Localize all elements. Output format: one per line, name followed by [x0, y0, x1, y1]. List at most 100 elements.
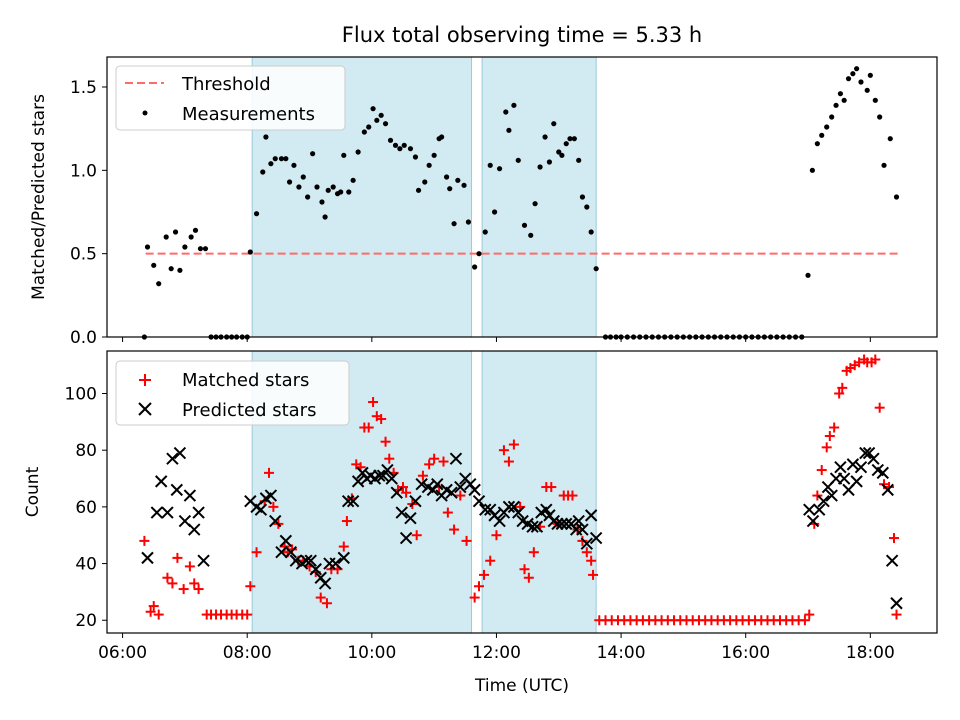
matched-star-point — [816, 465, 827, 476]
measurement-point — [415, 187, 422, 193]
predicted-star-point — [431, 477, 444, 491]
measurement-point — [278, 156, 285, 162]
predicted-star-point — [385, 472, 398, 485]
measurement-point — [881, 162, 887, 168]
measurement-point — [286, 179, 293, 185]
predicted-star-point — [166, 452, 179, 465]
measurement-point — [593, 266, 599, 272]
measurement-point — [563, 141, 569, 147]
measurement-point — [887, 136, 893, 142]
measurement-point — [172, 229, 179, 235]
matched-star-point — [184, 561, 195, 572]
predicted-star-point — [806, 514, 820, 528]
matched-star-point — [581, 547, 592, 558]
measurement-point — [338, 189, 344, 195]
y-tick-label: 60 — [75, 498, 97, 518]
x-tick-label: 12:00 — [472, 643, 521, 663]
matched-star-point — [588, 569, 599, 580]
predicted-star-point — [192, 506, 205, 519]
y-tick-label: 20 — [75, 611, 97, 631]
top-legend: Threshold Measurements — [115, 65, 346, 131]
measurement-point — [503, 109, 509, 115]
predicted-star-point — [269, 514, 282, 528]
measurement-point — [877, 114, 883, 120]
predicted-star-point — [197, 554, 210, 567]
matched-star-point — [478, 569, 489, 580]
predicted-star-point — [161, 506, 174, 519]
predicted-star-point — [825, 489, 838, 502]
predicted-star-point — [512, 506, 525, 519]
measurement-point — [426, 162, 432, 168]
measurement-point — [422, 179, 428, 185]
measurement-point — [151, 262, 157, 268]
predicted-legend-swatch — [138, 402, 152, 416]
predicted-star-point — [493, 514, 506, 528]
measurement-point — [511, 102, 517, 108]
measurement-point — [378, 112, 384, 118]
measurement-point — [579, 194, 586, 200]
matched-star-point — [341, 516, 352, 527]
matched-star-point — [485, 555, 496, 566]
predicted-star-point — [560, 517, 573, 531]
bottom-ylabel: Count — [23, 466, 43, 517]
matched-star-point — [519, 564, 530, 575]
predicted-star-point — [817, 495, 830, 508]
measurement-point — [361, 129, 367, 135]
measurement-point — [809, 167, 815, 173]
y-tick-label: 100 — [65, 385, 97, 405]
predicted-star-point — [173, 446, 187, 460]
measurement-point — [387, 137, 394, 143]
matched-star-point — [870, 354, 881, 365]
predicted-star-point — [188, 523, 201, 536]
matched-star-point — [401, 487, 412, 498]
measurement-point — [542, 134, 548, 140]
matched-star-point — [546, 482, 557, 493]
matched-star-point — [172, 552, 183, 563]
measurement-point — [182, 244, 188, 250]
predicted-star-point — [859, 446, 872, 460]
matched-star-point — [384, 453, 395, 464]
observing-window — [481, 56, 597, 338]
predicted-star-point — [404, 512, 417, 525]
measurement-point — [366, 124, 372, 130]
measurement-point — [305, 194, 311, 200]
x-tick-label: 08:00 — [223, 643, 272, 663]
predicted-star-point — [454, 480, 467, 494]
measurement-point — [247, 249, 253, 255]
matched-star-point — [178, 584, 189, 595]
matched-star-point — [799, 615, 810, 626]
matched-star-point — [417, 470, 428, 481]
matched-star-point — [380, 436, 391, 447]
x-tick-label: 06:00 — [98, 643, 147, 663]
matched-star-point — [442, 507, 453, 518]
top-ylabel: Matched/Predicted stars — [29, 94, 49, 300]
matched-star-point — [491, 530, 502, 541]
matched-star-point — [586, 555, 597, 566]
bottom-axes-frame — [106, 350, 938, 634]
measurement-point — [319, 199, 325, 205]
matched-star-point — [438, 456, 449, 467]
measurement-point — [451, 221, 457, 227]
predicted-star-point — [399, 531, 413, 545]
measurement-point — [537, 164, 543, 170]
measurement-point — [824, 124, 830, 130]
measurement-point — [837, 91, 844, 97]
predicted-star-point — [395, 506, 408, 519]
matched-star-point — [804, 609, 815, 620]
chart-title: Flux total observing time = 5.33 h — [342, 23, 702, 47]
measurement-point — [528, 232, 534, 238]
measurement-point — [439, 134, 445, 140]
measurement-point — [144, 244, 151, 250]
predicted-star-point — [867, 452, 880, 465]
matched-star-point — [429, 453, 440, 464]
measurement-point — [314, 184, 320, 190]
matched-star-point — [469, 592, 480, 603]
matched-star-point — [821, 442, 832, 453]
measurement-point — [346, 189, 352, 195]
matched-star-point — [315, 592, 326, 603]
matched-star-point — [824, 431, 835, 442]
x-tick-label: 14:00 — [597, 643, 646, 663]
y-tick-label: 0.0 — [70, 328, 97, 348]
predicted-star-point — [526, 520, 539, 533]
measurement-point — [197, 246, 204, 252]
